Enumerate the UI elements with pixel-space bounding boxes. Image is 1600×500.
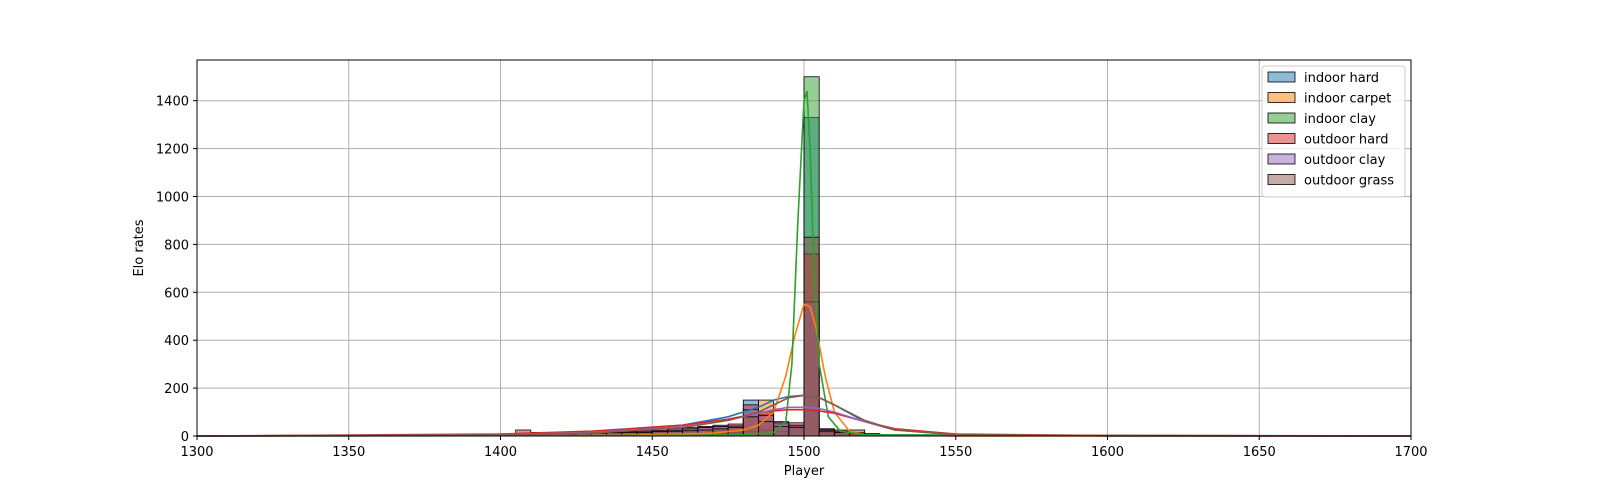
x-tick-label: 1500: [787, 445, 820, 460]
kde-line: [196, 90, 1412, 437]
kde-line: [196, 394, 1412, 437]
x-tick-label: 1350: [332, 445, 365, 460]
histogram-series: [515, 253, 911, 437]
kde-line: [196, 408, 1412, 437]
legend-item: outdoor grass: [1267, 174, 1394, 189]
legend: indoor hard indoor carpet indoor clay outdo…: [1261, 65, 1406, 198]
y-tick-label: 0: [181, 430, 189, 445]
x-tick-label: 1650: [1243, 445, 1276, 460]
legend-swatch: [1267, 112, 1296, 124]
y-tick-label: 800: [164, 238, 189, 253]
legend-swatch: [1267, 133, 1296, 144]
y-tick-label: 1200: [156, 143, 189, 158]
y-tick-label: 400: [164, 334, 189, 349]
histogram-series: [515, 76, 911, 437]
x-tick-label: 1450: [636, 445, 669, 460]
legend-item: indoor carpet: [1267, 92, 1391, 107]
legend-swatch: [1267, 71, 1296, 83]
y-tick-label: 200: [164, 382, 189, 397]
legend-label: outdoor clay: [1304, 153, 1386, 168]
y-axis-label: Elo rates: [132, 219, 147, 276]
x-tick-label: 1400: [484, 445, 517, 460]
x-tick-label: 1550: [939, 445, 972, 460]
legend-item: outdoor clay: [1267, 153, 1386, 168]
legend-swatch: [1267, 92, 1296, 103]
legend-swatch: [1267, 174, 1296, 185]
legend-item: outdoor hard: [1267, 133, 1389, 148]
legend-box: [1261, 65, 1406, 198]
y-tick-label: 600: [164, 286, 189, 301]
axis-ticks: 1300 1350 1400 1450 1500 1550 1600 1650 1700 0 200…: [156, 95, 1428, 460]
legend-label: indoor hard: [1304, 71, 1379, 86]
kde-curves: [196, 90, 1412, 437]
legend-label: outdoor grass: [1304, 174, 1394, 189]
histogram-bar: [818, 430, 835, 437]
histogram-bars: [515, 76, 911, 437]
histogram-series: [515, 301, 911, 437]
y-tick-label: 1400: [156, 95, 189, 110]
histogram-series: [515, 236, 911, 437]
legend-item: indoor hard: [1267, 71, 1379, 86]
legend-item: indoor clay: [1267, 112, 1376, 127]
y-tick-label: 1000: [156, 191, 189, 206]
histogram-bar: [788, 427, 805, 437]
x-tick-label: 1700: [1394, 445, 1427, 460]
x-tick-label: 1300: [180, 445, 213, 460]
legend-label: outdoor hard: [1304, 133, 1389, 148]
histogram-series: [515, 301, 911, 437]
legend-label: indoor clay: [1304, 112, 1376, 127]
kde-line: [196, 303, 1411, 437]
legend-label: indoor carpet: [1304, 92, 1391, 107]
legend-swatch: [1267, 153, 1296, 165]
x-tick-label: 1600: [1091, 445, 1124, 460]
x-axis-label: Player: [784, 464, 825, 479]
